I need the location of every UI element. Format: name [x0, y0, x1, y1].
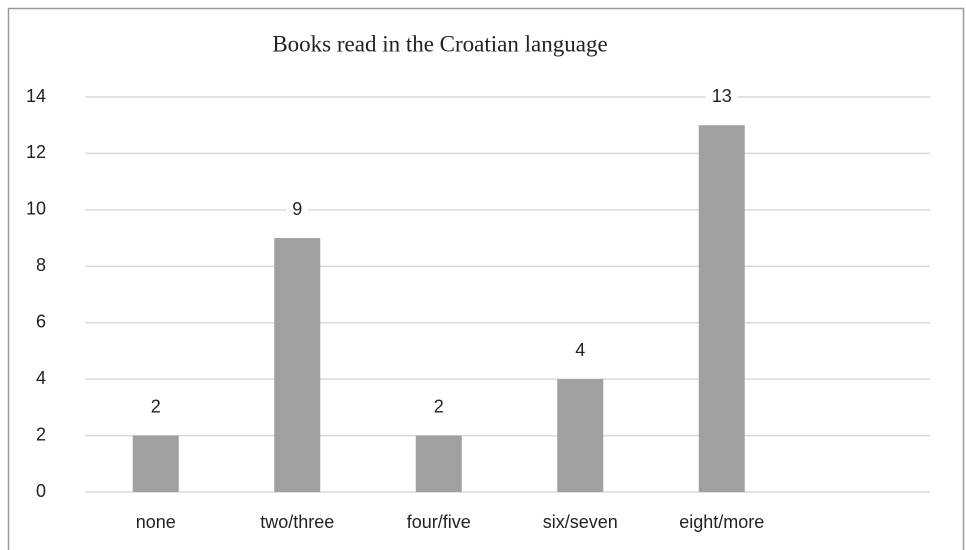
value-label-bg [705, 85, 738, 110]
y-tick-label: 2 [36, 424, 46, 444]
y-tick-label: 12 [26, 142, 46, 162]
bar [698, 125, 745, 492]
y-tick-label: 6 [36, 311, 46, 331]
bar [415, 435, 462, 492]
y-tick-label: 10 [26, 199, 46, 219]
value-label-bg [286, 198, 309, 223]
value-label: 4 [575, 340, 585, 360]
value-label-bg [427, 395, 450, 420]
value-label: 2 [434, 396, 444, 416]
value-label-bg [569, 339, 592, 364]
bar [557, 379, 604, 492]
x-tick-label: two/three [260, 512, 334, 532]
chart-frame [7, 7, 965, 550]
y-tick-label: 0 [36, 481, 46, 501]
x-tick-label: none [136, 512, 176, 532]
value-label: 13 [712, 86, 732, 106]
y-tick-label: 14 [26, 86, 46, 106]
x-tick-label: eight/more [679, 512, 764, 532]
y-tick-label: 8 [36, 255, 46, 275]
value-label: 2 [151, 396, 161, 416]
x-tick-label: six/seven [543, 512, 618, 532]
value-label: 9 [292, 199, 302, 219]
x-tick-label: four/five [407, 512, 471, 532]
bar [132, 435, 179, 492]
chart-title: Books read in the Croatian language [272, 31, 607, 56]
bar [274, 238, 321, 492]
value-label-bg [144, 395, 167, 420]
y-tick-label: 4 [36, 368, 46, 388]
